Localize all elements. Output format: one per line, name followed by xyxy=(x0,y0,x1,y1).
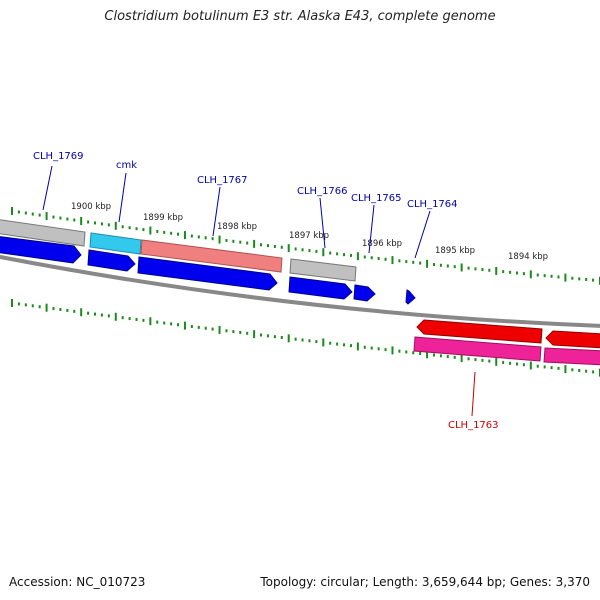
cds-arrow-clh-1763[interactable] xyxy=(416,319,543,344)
cds-arrow-next[interactable] xyxy=(545,330,600,349)
gene-label[interactable]: CLH_1769 xyxy=(33,151,84,162)
cds-arrow-clh-1765[interactable] xyxy=(353,284,376,302)
scale-labels: 1900 kbp 1899 kbp 1898 kbp 1897 kbp 1896 kbp… xyxy=(71,202,548,262)
gene-label[interactable]: CLH_1764 xyxy=(407,199,458,210)
genome-backbone xyxy=(0,254,600,328)
gene-label-leader xyxy=(42,165,53,211)
gene-block-clh-1763[interactable] xyxy=(413,336,542,362)
map-title: Clostridium botulinum E3 str. Alaska E43… xyxy=(104,9,496,24)
gene-label-leader xyxy=(118,172,127,223)
cds-arrow-clh-1767[interactable] xyxy=(137,256,278,291)
scale-label: 1896 kbp xyxy=(362,239,402,249)
scale-label: 1894 kbp xyxy=(508,252,548,262)
gene-label-leader xyxy=(212,186,221,237)
accession-label: Accession: NC_010723 xyxy=(9,575,146,589)
outer-tick-row xyxy=(11,207,600,285)
cds-arrow-clh-1769[interactable] xyxy=(0,236,82,264)
cds-arrow-clh-1766[interactable] xyxy=(288,276,353,300)
inner-tick-row xyxy=(11,299,600,377)
gene-block-clh-1767[interactable] xyxy=(140,239,283,273)
scale-label: 1900 kbp xyxy=(71,202,111,212)
gene-label[interactable]: CLH_1767 xyxy=(197,175,248,186)
gene-label-leader xyxy=(368,204,375,254)
cds-arrow-cmk[interactable] xyxy=(87,249,136,272)
gene-block-clh-1766[interactable] xyxy=(289,258,357,282)
gene-label[interactable]: CLH_1766 xyxy=(297,186,348,197)
genome-stats-label: Topology: circular; Length: 3,659,644 bp… xyxy=(260,575,590,589)
gene-track-inner xyxy=(413,336,600,366)
scale-label: 1897 kbp xyxy=(289,231,329,241)
reverse-cds-track xyxy=(416,319,600,349)
gene-track-outer xyxy=(0,219,357,282)
scale-label: 1895 kbp xyxy=(435,246,475,256)
gene-label-leader xyxy=(471,371,476,417)
forward-cds-track xyxy=(0,236,416,305)
scale-label: 1898 kbp xyxy=(217,222,257,232)
gene-block-next[interactable] xyxy=(543,347,600,366)
gene-label[interactable]: CLH_1765 xyxy=(351,193,402,204)
gene-block-cmk[interactable] xyxy=(89,232,142,255)
gene-label[interactable]: cmk xyxy=(116,160,137,171)
scale-label: 1899 kbp xyxy=(143,213,183,223)
gene-label-leader xyxy=(319,197,326,249)
gene-label[interactable]: CLH_1763 xyxy=(448,420,499,431)
gene-label-leader xyxy=(414,210,431,259)
cds-arrow-clh-1764[interactable] xyxy=(405,289,416,305)
gene-block-clh-1769[interactable] xyxy=(0,219,86,247)
